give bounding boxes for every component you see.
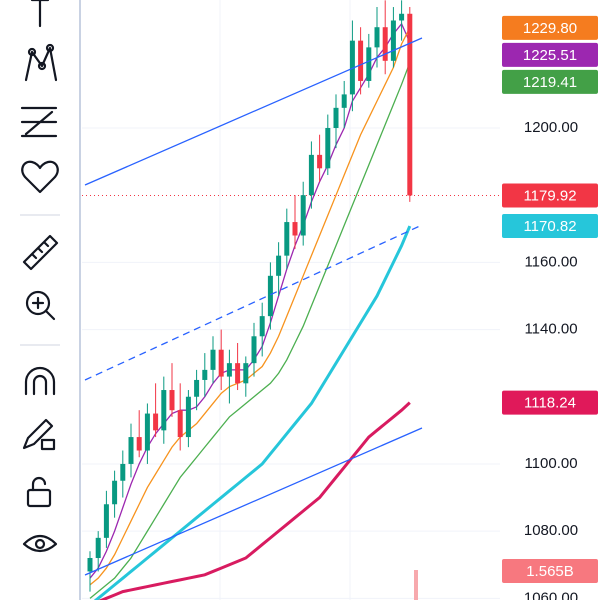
candle-body xyxy=(407,13,413,196)
price-tag-label: 1229.80 xyxy=(523,20,577,37)
candle-body xyxy=(153,413,159,431)
candle-body xyxy=(259,316,265,337)
candle-body xyxy=(235,363,241,384)
lock-icon[interactable] xyxy=(26,476,52,508)
moving-average xyxy=(89,62,411,599)
y-tick-label: 1100.00 xyxy=(524,455,577,472)
candle-body xyxy=(399,13,405,21)
visibility-icon[interactable] xyxy=(22,534,58,553)
candle-body xyxy=(358,40,364,81)
grid xyxy=(82,127,500,599)
candle-body xyxy=(169,390,175,411)
favorites-icon[interactable] xyxy=(21,160,59,194)
candle-body xyxy=(390,20,396,61)
candle-body xyxy=(349,40,355,95)
candle-body xyxy=(300,195,306,236)
candle-body xyxy=(226,363,232,377)
price-tag xyxy=(502,559,598,583)
candle-body xyxy=(177,410,183,438)
candle-body xyxy=(308,154,314,196)
trend-line xyxy=(84,37,423,186)
candle-body xyxy=(161,390,167,431)
candle-body xyxy=(87,558,93,572)
y-tick-label: 1200.00 xyxy=(524,119,578,136)
moving-average xyxy=(98,401,411,600)
candle-body xyxy=(103,504,109,538)
price-tag-label: 1219.41 xyxy=(523,74,577,91)
moving-average xyxy=(93,225,412,600)
candle-body xyxy=(284,222,290,256)
candle-body xyxy=(276,255,282,276)
price-tag xyxy=(502,390,598,415)
moving-average xyxy=(89,27,411,586)
magnet-icon[interactable] xyxy=(24,366,56,396)
price-tag-label: 1170.82 xyxy=(523,218,576,235)
candle-body xyxy=(251,336,257,364)
price-tag xyxy=(502,214,598,239)
volume-bar xyxy=(414,570,418,600)
candle-body xyxy=(112,480,118,505)
y-tick-label: 1080.00 xyxy=(524,522,578,539)
candle-body xyxy=(292,222,298,236)
candle-body xyxy=(185,396,191,438)
price-tag-label: 1118.24 xyxy=(524,395,576,412)
price-tag xyxy=(502,42,598,67)
toolbar xyxy=(20,0,81,600)
candle-body xyxy=(374,27,380,48)
candle-body xyxy=(120,463,126,481)
text-tool-icon[interactable] xyxy=(30,0,50,28)
price-tag-label: 1.565B xyxy=(526,563,574,580)
candle-body xyxy=(136,437,142,451)
price-tag xyxy=(502,15,598,40)
candle-body xyxy=(128,437,134,464)
candle-body xyxy=(95,537,101,559)
price-tag xyxy=(502,69,598,94)
candle-body xyxy=(267,275,273,317)
measure-icon[interactable] xyxy=(22,234,59,271)
lock-draw-icon[interactable] xyxy=(22,418,56,451)
plot xyxy=(87,0,413,600)
trend-line xyxy=(84,224,423,381)
zoom-icon[interactable] xyxy=(25,290,56,321)
candle-body xyxy=(333,107,339,128)
candle-body xyxy=(341,94,347,108)
candle-body xyxy=(243,363,249,384)
y-tick-label: 1160.00 xyxy=(524,253,577,270)
price-tag-label: 1179.92 xyxy=(523,187,576,204)
candle-body xyxy=(144,413,150,451)
candle-body xyxy=(325,127,331,169)
candle-body xyxy=(194,379,200,397)
candle-body xyxy=(382,27,388,61)
candle-body xyxy=(210,349,216,370)
candle-body xyxy=(202,369,208,380)
price-tag-label: 1225.51 xyxy=(523,47,577,64)
y-tick-label: 1060.00 xyxy=(524,589,578,600)
moving-average xyxy=(89,22,411,579)
price-axis: 1200.00 1160.00 1140.00 1100.00 1080.00 1060.… xyxy=(502,15,598,600)
candle-body xyxy=(366,47,372,81)
candle-body xyxy=(317,154,323,169)
price-tag xyxy=(502,183,598,208)
candle-body xyxy=(218,349,224,377)
trend-line xyxy=(84,427,423,576)
y-tick-label: 1140.00 xyxy=(524,321,577,338)
pattern-tool-icon[interactable] xyxy=(24,43,58,82)
fib-tool-icon[interactable] xyxy=(20,106,58,138)
